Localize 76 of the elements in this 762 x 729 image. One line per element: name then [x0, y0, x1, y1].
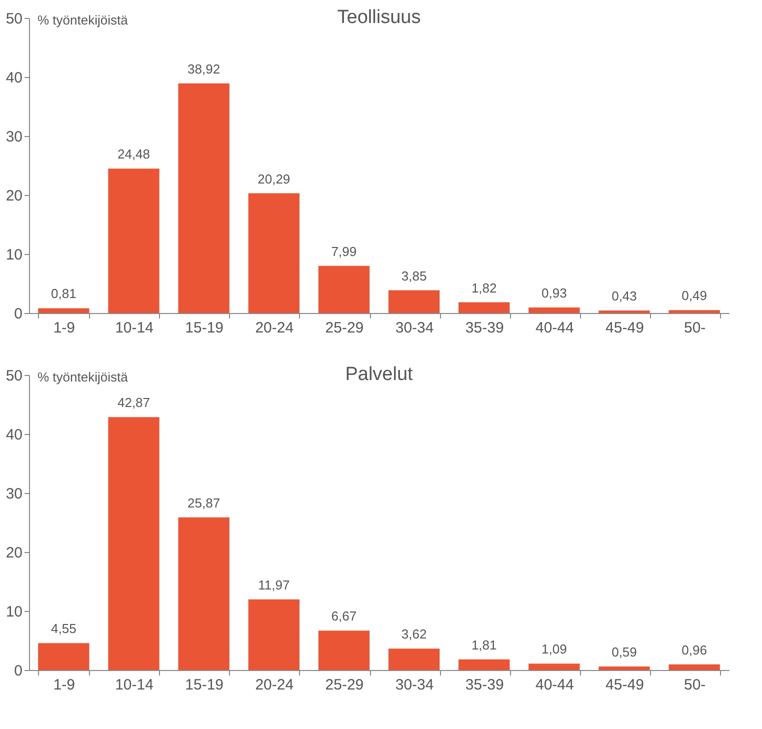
y-tick-label: 10: [6, 246, 22, 264]
bar: [458, 659, 510, 670]
bar: [528, 664, 580, 670]
y-tick-label: 30: [6, 128, 22, 146]
data-label: 1,82: [471, 280, 497, 296]
x-tick-label: 45-49: [606, 676, 644, 694]
data-label: 11,97: [258, 577, 290, 592]
bar: [388, 290, 440, 313]
data-label: 3,85: [401, 268, 427, 284]
data-label: 38,92: [188, 61, 220, 76]
y-tick-label: 0: [14, 662, 22, 680]
bar: [458, 302, 510, 313]
bar: [248, 193, 300, 313]
x-tick-label: 40-44: [535, 320, 574, 336]
x-tick-label: 35-39: [465, 320, 504, 336]
y-tick-label: 50: [6, 368, 22, 384]
data-label: 1,09: [542, 642, 567, 657]
y-axis-title: % työntekijöistä: [38, 12, 129, 28]
x-tick-label: 50-: [684, 676, 706, 694]
bar: [178, 517, 230, 670]
x-tick-label: 45-49: [606, 320, 644, 336]
bar: [668, 310, 720, 313]
y-tick-label: 10: [6, 604, 22, 620]
x-tick-label: 40-44: [535, 676, 574, 694]
x-tick-label: 50-: [684, 320, 706, 336]
data-label: 1,81: [471, 637, 497, 652]
data-label: 24,48: [117, 146, 150, 162]
x-tick-label: 20-24: [255, 676, 294, 694]
data-label: 20,29: [258, 171, 290, 186]
x-tick-label: 10-14: [115, 676, 154, 694]
data-label: 0,81: [51, 286, 76, 302]
x-tick-label: 25-29: [325, 676, 364, 694]
y-tick-label: 30: [6, 486, 22, 502]
x-tick-label: 35-39: [465, 676, 504, 694]
bar: [178, 83, 230, 313]
bar: [668, 664, 720, 670]
bar: [38, 643, 90, 670]
x-tick-label: 20-24: [255, 320, 294, 336]
y-tick-label: 50: [6, 10, 22, 28]
x-tick-label: 30-34: [395, 320, 434, 336]
y-tick-label: 40: [6, 70, 22, 86]
bar: [318, 630, 370, 670]
data-label: 0,49: [682, 288, 707, 304]
data-label: 0,43: [612, 288, 637, 304]
data-label: 0,93: [542, 286, 567, 301]
chart-title: Teollisuus: [337, 7, 421, 28]
bar: [598, 666, 650, 670]
y-axis-title: % työntekijöistä: [38, 370, 129, 384]
data-label: 0,59: [612, 644, 637, 660]
y-tick-label: 0: [14, 306, 22, 322]
bar: [108, 417, 160, 670]
x-tick-label: 25-29: [325, 320, 364, 336]
bar: [108, 168, 160, 313]
data-label: 3,62: [401, 626, 427, 642]
bar: [388, 648, 440, 670]
data-label: 4,55: [51, 621, 76, 636]
y-tick-label: 20: [6, 188, 22, 204]
x-tick-label: 15-19: [185, 676, 224, 694]
bar: [528, 308, 580, 313]
bar: [38, 308, 90, 313]
bar: [248, 599, 300, 670]
x-tick-label: 10-14: [115, 320, 154, 336]
x-tick-label: 15-19: [185, 320, 224, 336]
x-tick-label: 30-34: [395, 676, 434, 694]
bar: [318, 266, 370, 313]
data-label: 0,96: [682, 642, 707, 658]
data-label: 42,87: [117, 395, 150, 410]
x-tick-label: 1-9: [53, 676, 76, 694]
data-label: 25,87: [188, 495, 220, 510]
data-label: 7,99: [331, 244, 357, 259]
y-tick-label: 20: [6, 544, 22, 562]
data-label: 6,67: [331, 608, 357, 624]
bar: [598, 310, 650, 313]
x-tick-label: 1-9: [53, 320, 76, 336]
y-tick-label: 40: [6, 426, 22, 444]
chart-title: Palvelut: [345, 364, 414, 385]
